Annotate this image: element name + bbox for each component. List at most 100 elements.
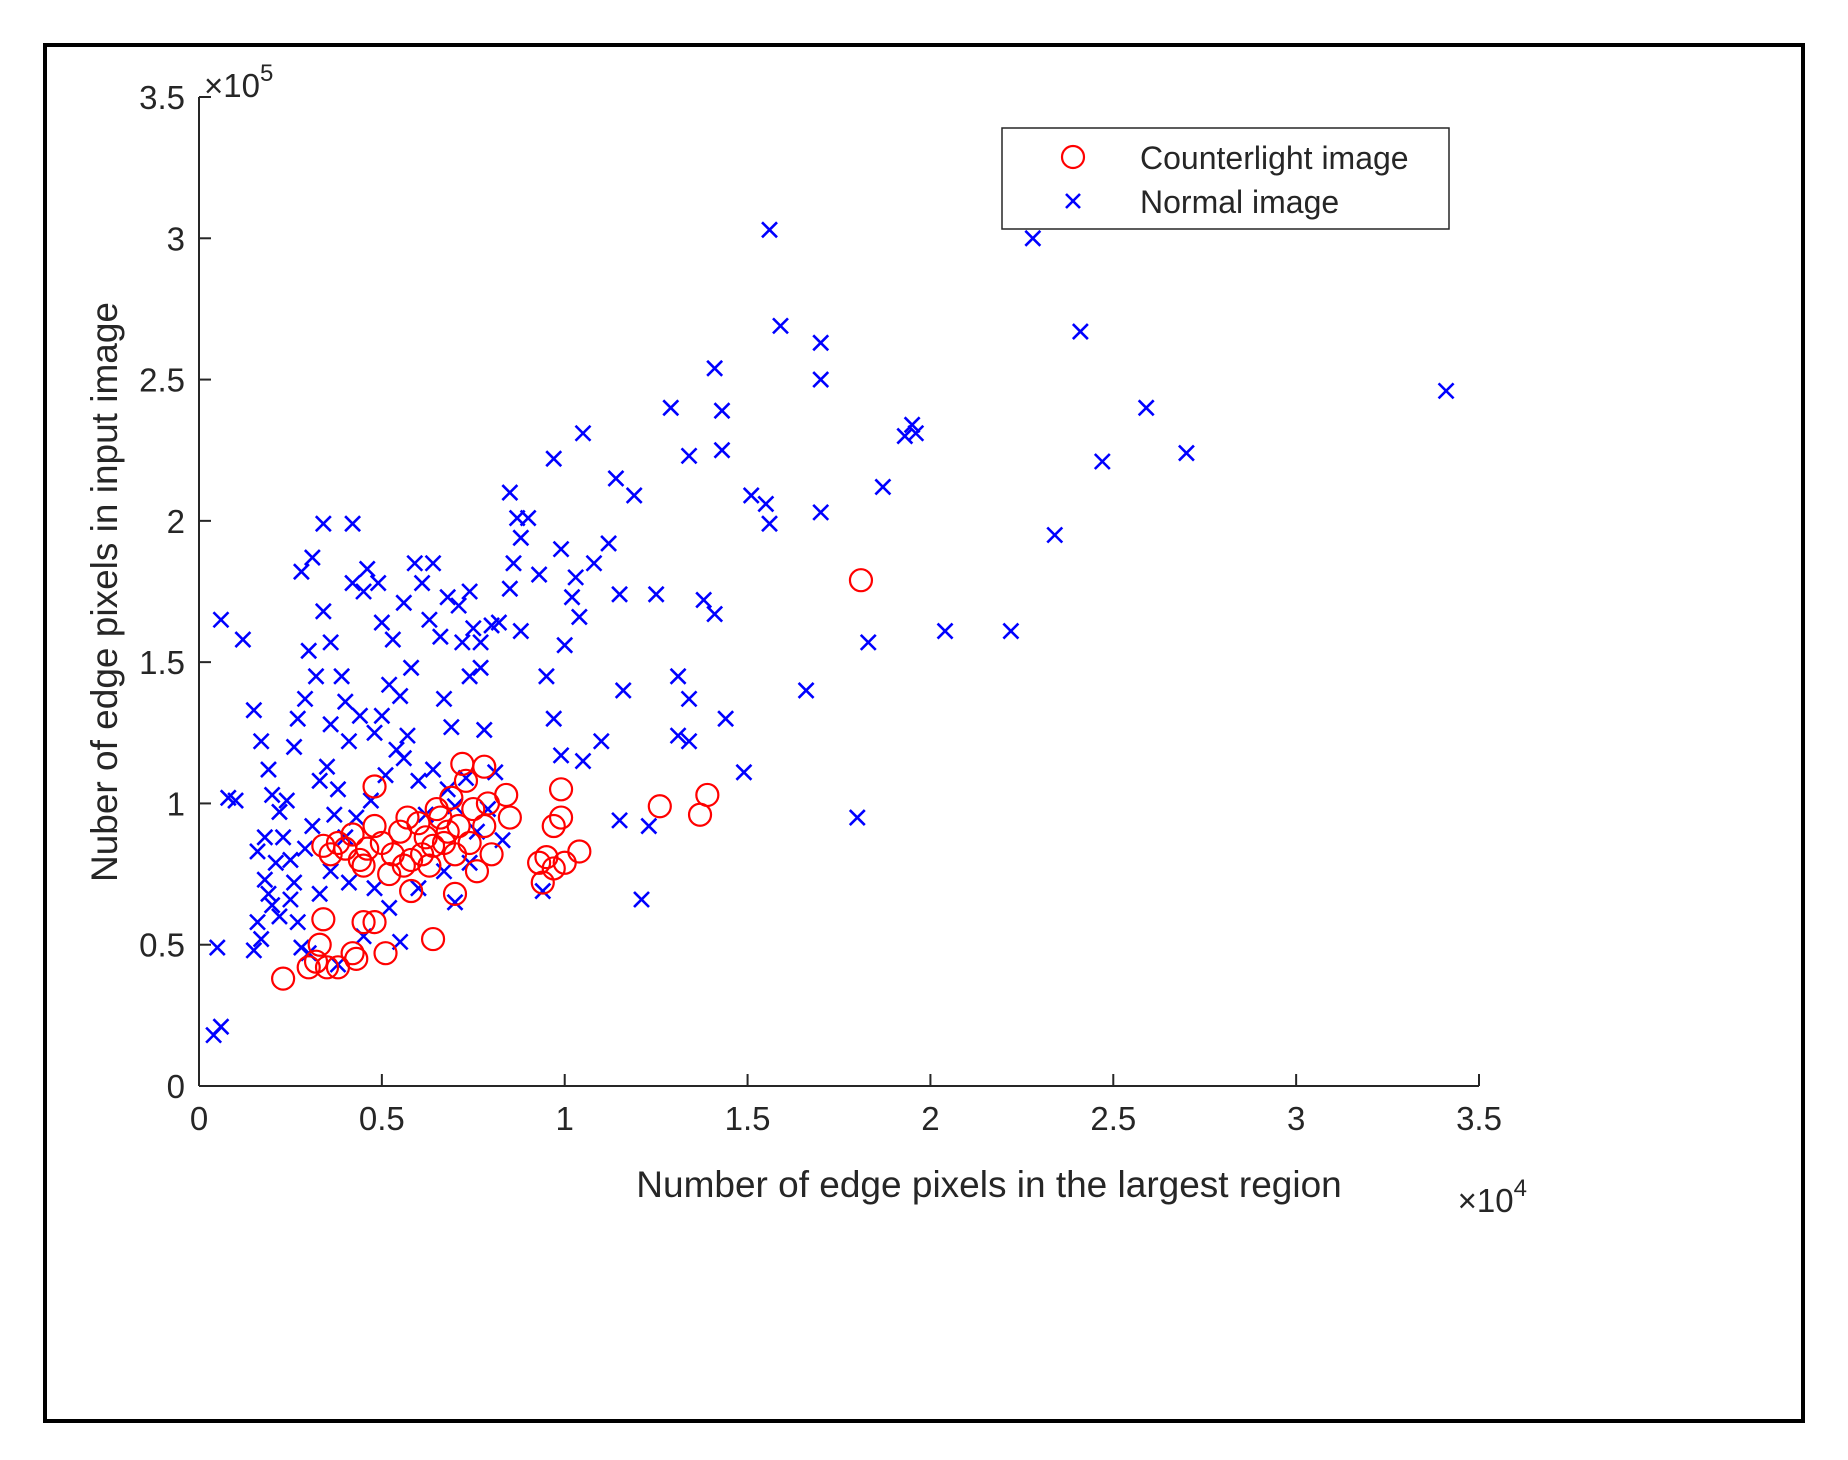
normal-point [245,701,263,719]
normal-point [314,602,332,620]
normal-point [369,574,387,592]
normal-point [446,893,464,911]
normal-point [742,487,760,504]
normal-point [311,772,329,790]
normal-point [249,843,266,860]
normal-point [450,597,468,615]
normal-point [410,879,427,897]
normal-point [263,896,281,914]
normal-point [245,941,263,959]
normal-point [406,554,424,572]
counterlight-point [362,774,387,799]
normal-point [212,611,230,629]
normal-point [859,633,877,651]
normal-point [208,939,226,956]
counterlight-point [530,870,555,895]
normal-point [282,891,299,908]
y-tick-label: 2.5 [139,362,185,399]
normal-point [285,738,303,756]
counterlight-point [340,822,365,847]
series-counterlight [271,568,874,991]
normal-point [680,690,698,708]
normal-point [662,399,680,417]
normal-point [475,721,493,739]
normal-point [761,515,778,533]
normal-point [314,515,332,533]
y-multiplier-base: ×10 [204,67,260,104]
normal-point [252,732,270,750]
normal-point [1002,622,1020,640]
counterlight-point [296,955,321,980]
counterlight-point [369,830,394,856]
normal-point [680,447,698,465]
y-ticks: 0 0.5 1 1.5 2 2.5 3 3.5 [139,79,211,1105]
normal-point [472,659,490,677]
normal-point [1093,453,1111,470]
x-axis-multiplier: ×104 [1458,1175,1527,1219]
normal-point [303,549,321,567]
normal-point [311,885,329,903]
normal-point [271,803,288,821]
counterlight-point [351,853,376,878]
counterlight-point [453,768,479,793]
axes [198,97,1479,1087]
counterlight-point [472,754,497,779]
normal-point [1137,399,1155,417]
counterlight-point [647,794,672,819]
counterlight-point [311,833,336,858]
counterlight-point [420,926,446,952]
normal-point [439,780,457,798]
normal-point [669,727,687,745]
y-axis-multiplier: ×105 [204,60,273,104]
normal-point [300,642,318,660]
normal-point [1024,229,1042,247]
counterlight-point [442,881,468,906]
normal-point [322,633,340,651]
counterlight-point [472,813,497,839]
counterlight-point [388,819,413,844]
normal-point [252,930,270,948]
counterlight-point [373,941,398,966]
normal-point [512,529,530,547]
x-tick-label: 0 [190,1100,208,1137]
normal-point [278,792,296,810]
normal-point [614,681,632,699]
normal-point [402,659,420,677]
normal-point [570,608,588,626]
counterlight-point [417,853,442,878]
normal-point [761,221,778,239]
normal-point [505,554,522,572]
normal-point [377,766,394,784]
normal-point [260,761,277,778]
normal-point [611,811,628,829]
counterlight-point [479,842,504,867]
normal-point [706,605,724,623]
normal-point [442,718,460,736]
normal-point [490,614,508,632]
normal-point [424,554,442,572]
normal-point [329,780,347,798]
x-multiplier-base: ×10 [1458,1182,1514,1219]
normal-point [420,611,438,629]
counterlight-point [318,842,343,867]
normal-point [435,690,453,708]
normal-point [227,792,244,810]
legend-label-counterlight: Counterlight image [1140,140,1409,176]
normal-point [600,535,618,552]
normal-point [366,879,383,897]
y-tick-label: 2 [167,503,185,540]
counterlight-point [362,813,387,839]
counterlight-point [548,805,574,830]
normal-point [556,636,574,654]
normal-point [256,871,274,889]
normal-point [512,622,530,640]
counterlight-point [424,796,449,822]
normal-point [530,566,548,583]
y-tick-label: 0 [167,1068,185,1105]
normal-point [289,913,307,931]
normal-point [936,622,954,640]
x-multiplier-exponent: 4 [1514,1175,1527,1202]
counterlight-point [307,932,332,957]
x-tick-label: 3.5 [1456,1100,1502,1137]
counterlight-point [461,796,486,822]
